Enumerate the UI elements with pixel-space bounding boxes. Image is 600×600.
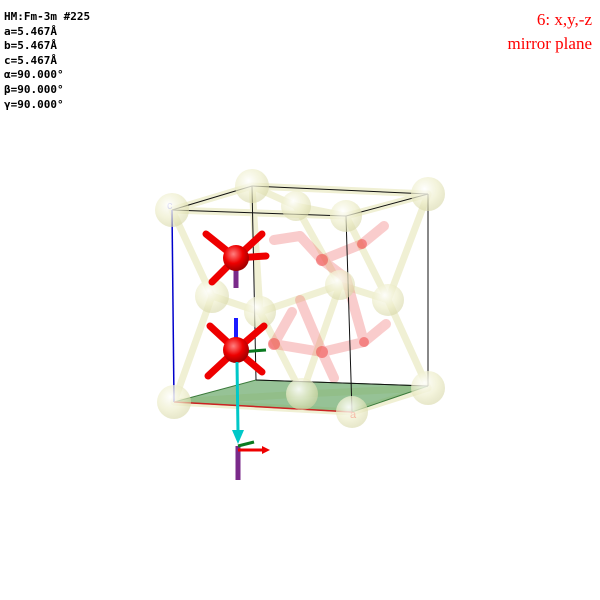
unit-cell-info: HM:Fm-3m #225 a=5.467Å b=5.467Å c=5.467Å… bbox=[4, 10, 90, 112]
anion-atom-lower bbox=[204, 318, 268, 380]
anion-atom-upper bbox=[202, 230, 270, 288]
anion-atoms-back bbox=[268, 239, 369, 358]
lattice-gamma-label: γ=90.000° bbox=[4, 97, 64, 111]
symmetry-op-formula: 6: x,y,-z bbox=[536, 10, 592, 29]
lattice-c-label: c=5.467Å bbox=[4, 53, 57, 67]
lattice-beta-label: β=90.000° bbox=[4, 82, 64, 96]
cation-atoms bbox=[155, 169, 445, 428]
space-group-label: HM:Fm-3m #225 bbox=[4, 10, 91, 23]
symmetry-operation-label: 6: x,y,-z mirror plane bbox=[508, 8, 593, 56]
translation-arrow bbox=[232, 361, 244, 444]
lattice-b-label: b=5.467Å bbox=[4, 39, 57, 53]
a-axis-line bbox=[173, 401, 353, 413]
lattice-a-label: a=5.467Å bbox=[4, 24, 57, 38]
c-axis-line bbox=[171, 209, 175, 403]
symmetry-op-description: mirror plane bbox=[507, 34, 593, 53]
transformed-position-marker bbox=[235, 440, 270, 480]
lattice-alpha-label: α=90.000° bbox=[4, 68, 64, 82]
